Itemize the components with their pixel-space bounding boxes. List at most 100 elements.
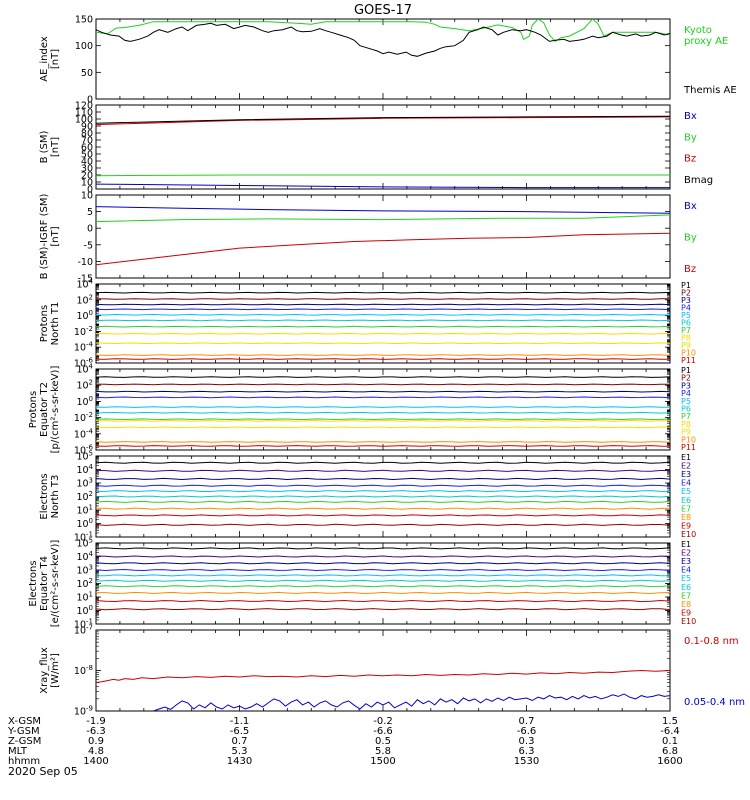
y-tick-exponent: -2 xyxy=(86,325,93,333)
time-axis-value: -6.3 xyxy=(86,726,106,737)
legend-Kyoto-proxy-AE: Kyoto xyxy=(684,25,712,36)
series-line-P10 xyxy=(96,354,670,356)
legend-Themis-AE: Themis AE xyxy=(683,85,737,96)
legend-P1: P1 xyxy=(681,366,691,375)
y-tick-exponent: -7 xyxy=(86,624,93,632)
y-tick-label: 10 xyxy=(81,178,93,189)
y-tick-exponent: 0 xyxy=(89,517,93,525)
legend-E1: E1 xyxy=(681,540,691,549)
time-axis-value: 0.1 xyxy=(662,736,678,747)
y-axis-label: Electrons xyxy=(28,560,39,606)
legend-P7: P7 xyxy=(681,326,691,335)
time-axis-value: -6.4 xyxy=(660,726,680,737)
series-line-P1 xyxy=(96,376,670,378)
series-line-P3 xyxy=(96,303,670,306)
legend-E8: E8 xyxy=(681,513,691,522)
series-line-P7 xyxy=(96,418,670,421)
y-axis-label: Electrons xyxy=(39,473,50,519)
time-axis-row-label: Z-GSM xyxy=(8,736,41,747)
y-tick-label: 103 xyxy=(76,477,93,490)
series-line-P7 xyxy=(96,325,670,328)
y-axis-label: B (SM) xyxy=(39,130,50,163)
y-axis-label: Xray_flux xyxy=(39,647,50,694)
legend-E5: E5 xyxy=(681,574,691,583)
y-tick-label: 60 xyxy=(81,143,93,154)
legend-P4: P4 xyxy=(681,389,691,398)
y-tick-label: 100 xyxy=(75,115,93,126)
legend-P10: P10 xyxy=(681,435,696,444)
legend-P11: P11 xyxy=(681,356,696,365)
time-axis-value: 5.3 xyxy=(232,746,248,757)
legend-E7: E7 xyxy=(681,591,691,600)
y-tick-label: 101 xyxy=(76,504,93,517)
series-line-P2 xyxy=(96,383,670,386)
series-line-E4 xyxy=(96,568,670,572)
series-group xyxy=(96,115,670,189)
time-axis-value: 0.7 xyxy=(519,716,535,727)
series-line-E8 xyxy=(96,591,670,595)
time-axis-value: -1.1 xyxy=(230,716,250,727)
legend-Bmag: Bmag xyxy=(684,175,713,186)
panel-frame xyxy=(95,18,671,100)
series-line-0.05-0.4-nm xyxy=(153,693,670,711)
y-tick-exponent: 3 xyxy=(89,564,93,572)
legend-E6: E6 xyxy=(681,496,691,505)
y-axis-label: [e/(cm²-s-sr-keV)] xyxy=(50,540,61,628)
legend-P2: P2 xyxy=(681,374,691,383)
date-label: 2020 Sep 05 xyxy=(8,765,78,778)
series-line-E6 xyxy=(96,579,670,582)
y-tick-exponent: 4 xyxy=(89,363,94,371)
legend-E10: E10 xyxy=(681,617,696,626)
time-axis-value: 1500 xyxy=(370,756,395,767)
y-axis-label: [nT] xyxy=(50,226,61,246)
legend-E1: E1 xyxy=(681,453,691,462)
series-line-P8 xyxy=(96,419,670,422)
legend-Bz: Bz xyxy=(684,264,696,275)
time-axis-value: 6.3 xyxy=(519,746,535,757)
y-axis-label: [nT] xyxy=(50,49,61,69)
series-line-P6 xyxy=(96,319,670,322)
legend-P6: P6 xyxy=(681,319,691,328)
series-group xyxy=(96,547,670,611)
time-axis-value: -1.9 xyxy=(86,716,106,727)
y-tick-label: 104 xyxy=(76,550,93,563)
y-tick-exponent: -2 xyxy=(86,411,93,419)
legend-Kyoto-proxy-AE: proxy AE xyxy=(684,36,728,47)
legend-P5: P5 xyxy=(681,397,691,406)
figure-title: GOES-17 xyxy=(354,3,412,18)
time-axis-value: 1400 xyxy=(83,756,108,767)
y-tick-label: 40 xyxy=(81,157,93,168)
y-tick-exponent: 2 xyxy=(89,490,93,498)
legend-0.1-0.8-nm: 0.1-0.8 nm xyxy=(684,636,739,647)
y-tick-label: 100 xyxy=(76,604,93,617)
y-axis-label: [p/(cm²-s-sr-keV)] xyxy=(50,366,61,454)
legend-By: By xyxy=(684,132,697,143)
y-tick-exponent: 1 xyxy=(89,591,93,599)
y-tick-label: -15 xyxy=(77,274,93,285)
legend-P9: P9 xyxy=(681,341,691,350)
y-tick-label: 10 xyxy=(81,191,93,202)
series-line-E9 xyxy=(96,514,670,517)
y-tick-exponent: -8 xyxy=(86,664,93,672)
time-axis-value: 0.7 xyxy=(232,736,248,747)
legend-E8: E8 xyxy=(681,600,691,609)
y-tick-label: 10-7 xyxy=(74,624,93,637)
series-line-P10 xyxy=(96,441,670,443)
legend-E5: E5 xyxy=(681,487,691,496)
time-axis-value: 0.9 xyxy=(88,736,104,747)
series-line-0.1-0.8-nm xyxy=(96,669,670,684)
legend-P7: P7 xyxy=(681,412,691,421)
legend-P1: P1 xyxy=(681,281,691,290)
y-axis-label: Protons xyxy=(28,391,39,428)
legend-E9: E9 xyxy=(681,521,691,530)
legend-P10: P10 xyxy=(681,349,696,358)
time-axis-value: 5.8 xyxy=(375,746,391,757)
legend-E4: E4 xyxy=(681,566,691,575)
legend-0.05-0.4-nm: 0.05-0.4 nm xyxy=(684,697,745,708)
series-line-E9 xyxy=(96,599,670,603)
y-tick-label: 30 xyxy=(81,164,93,175)
y-tick-exponent: -9 xyxy=(86,705,93,713)
y-tick-label: 0 xyxy=(87,224,93,235)
